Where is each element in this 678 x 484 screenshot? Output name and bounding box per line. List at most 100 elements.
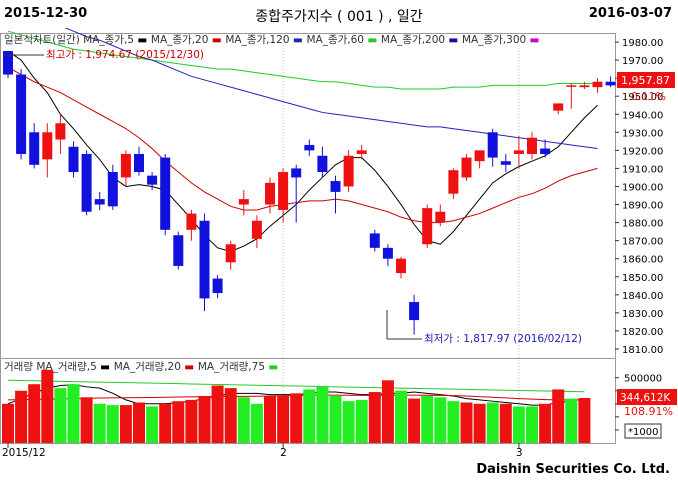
start-date: 2015-12-30: [4, 6, 88, 21]
candle-body: [422, 208, 433, 245]
candle-body: [461, 157, 472, 178]
volume-bar: [119, 405, 132, 443]
candle-body: [173, 235, 184, 266]
candle-body: [396, 258, 406, 274]
last-price-label: 1,957.87: [621, 74, 670, 87]
date-tick-label: 2: [280, 447, 287, 458]
date-axis: 2015/12 2 3: [2, 443, 523, 458]
legend-marker: ▬: [212, 34, 226, 46]
volume-ma-line: [7, 379, 585, 393]
volume-bar: [41, 369, 54, 443]
volume-bar: [342, 401, 355, 443]
legend-entry: 일본식차트(일간): [4, 33, 83, 46]
price-tick-label: 1980.00: [622, 38, 663, 49]
candle-body: [448, 170, 459, 194]
volume-bar: [447, 401, 460, 443]
price-tick-label: 1940.00: [622, 110, 663, 121]
candle-body: [147, 175, 158, 185]
candle-body: [3, 51, 13, 75]
candle-body: [278, 172, 289, 210]
price-ma-line: [7, 30, 598, 90]
legend-entry: MA_거래량,75: [198, 361, 269, 373]
price-tick-label: 1970.00: [622, 56, 663, 67]
candle-body: [435, 211, 446, 223]
volume-bar: [565, 398, 578, 443]
volume-bar: [486, 402, 499, 443]
price-tick-label: 1870.00: [622, 237, 663, 248]
volume-bar: [303, 389, 316, 443]
price-tick-label: 1840.00: [622, 291, 663, 302]
candle-body: [16, 74, 27, 154]
candle-body: [304, 144, 315, 151]
candle-body: [317, 155, 328, 173]
volume-bar: [67, 384, 80, 443]
volume-bars: [2, 369, 591, 443]
legend-marker: ▬: [137, 34, 151, 46]
volume-bar: [329, 395, 342, 443]
legend-marker: ▬: [184, 361, 198, 373]
legend-entry: MA_종가,20: [151, 34, 212, 46]
volume-bar: [211, 385, 224, 443]
legend-entry: MA_종가,300: [462, 34, 530, 46]
candle-body: [540, 148, 551, 154]
high-annotation: 최고가 : 1,974.67 (2015/12/30): [4, 49, 204, 61]
price-panel[interactable]: [0, 33, 616, 359]
candle-body: [265, 182, 275, 205]
candle-body: [513, 150, 524, 154]
last-price-tag: 1,957.87 0.11%: [617, 72, 675, 103]
candle-body: [81, 153, 92, 212]
volume-bar: [368, 392, 381, 443]
legend-entry: MA_거래량,20: [114, 361, 185, 373]
low-annotation-text: 최저가 : 1,817.97 (2016/02/12): [424, 333, 582, 345]
candle-body: [94, 199, 105, 205]
candles: [3, 51, 616, 335]
company-name: Daishin Securities Co. Ltd.: [476, 462, 670, 477]
candle-body: [330, 181, 341, 192]
volume-bar: [395, 390, 407, 443]
candle-body: [566, 85, 577, 87]
volume-ratio-label: 108.91%: [624, 405, 673, 418]
price-moving-averages: [7, 28, 598, 252]
legend-entry: MA_종가,200: [381, 34, 449, 46]
volume-bar: [106, 405, 119, 443]
volume-bar: [54, 388, 67, 443]
legend-entry: 거래량: [4, 361, 36, 373]
low-annotation: 최저가 : 1,817.97 (2016/02/12): [386, 310, 582, 345]
candle-body: [592, 81, 603, 88]
candle-body: [369, 233, 380, 248]
price-tick-label: 1810.00: [622, 345, 663, 356]
legend-marker: ▬: [268, 361, 278, 373]
candle-body: [42, 132, 53, 160]
price-ma-line: [64, 28, 598, 150]
volume-bar: [499, 403, 512, 443]
price-tick-label: 1950.00: [622, 92, 663, 103]
last-volume-tag: 344,612K 108.91% *1000: [617, 389, 677, 439]
legend-marker: ▬: [367, 34, 381, 46]
volume-bar: [250, 403, 263, 443]
volume-bar: [408, 398, 421, 443]
end-date: 2016-03-07: [588, 6, 672, 21]
legend-entry: MA_종가,60: [306, 34, 367, 46]
candle-body: [186, 213, 197, 230]
candle-body: [579, 85, 590, 88]
volume-bar: [277, 395, 290, 443]
volume-unit-label: *1000: [628, 427, 658, 438]
legend-entry: MA_거래량,5: [36, 361, 100, 373]
volume-bar: [512, 406, 525, 443]
volume-bar: [434, 397, 447, 443]
volume-bar: [290, 393, 303, 443]
candle-body: [605, 81, 616, 86]
price-tick-label: 1860.00: [622, 255, 663, 266]
volume-bar: [198, 395, 211, 443]
volume-bar: [316, 386, 329, 443]
volume-bar: [381, 380, 394, 443]
last-volume-label: 344,612K: [620, 392, 671, 404]
candle-body: [134, 153, 144, 173]
grid: [282, 33, 520, 443]
price-ma-line: [7, 66, 598, 224]
date-tick-label: 3: [516, 447, 523, 458]
price-ma-line: [7, 50, 598, 252]
stock-chart[interactable]: 1810.00 1820.00 1830.00 1840.00 1850.00 1860.…: [0, 28, 678, 458]
volume-bar: [2, 403, 14, 443]
candle-body: [212, 278, 223, 293]
